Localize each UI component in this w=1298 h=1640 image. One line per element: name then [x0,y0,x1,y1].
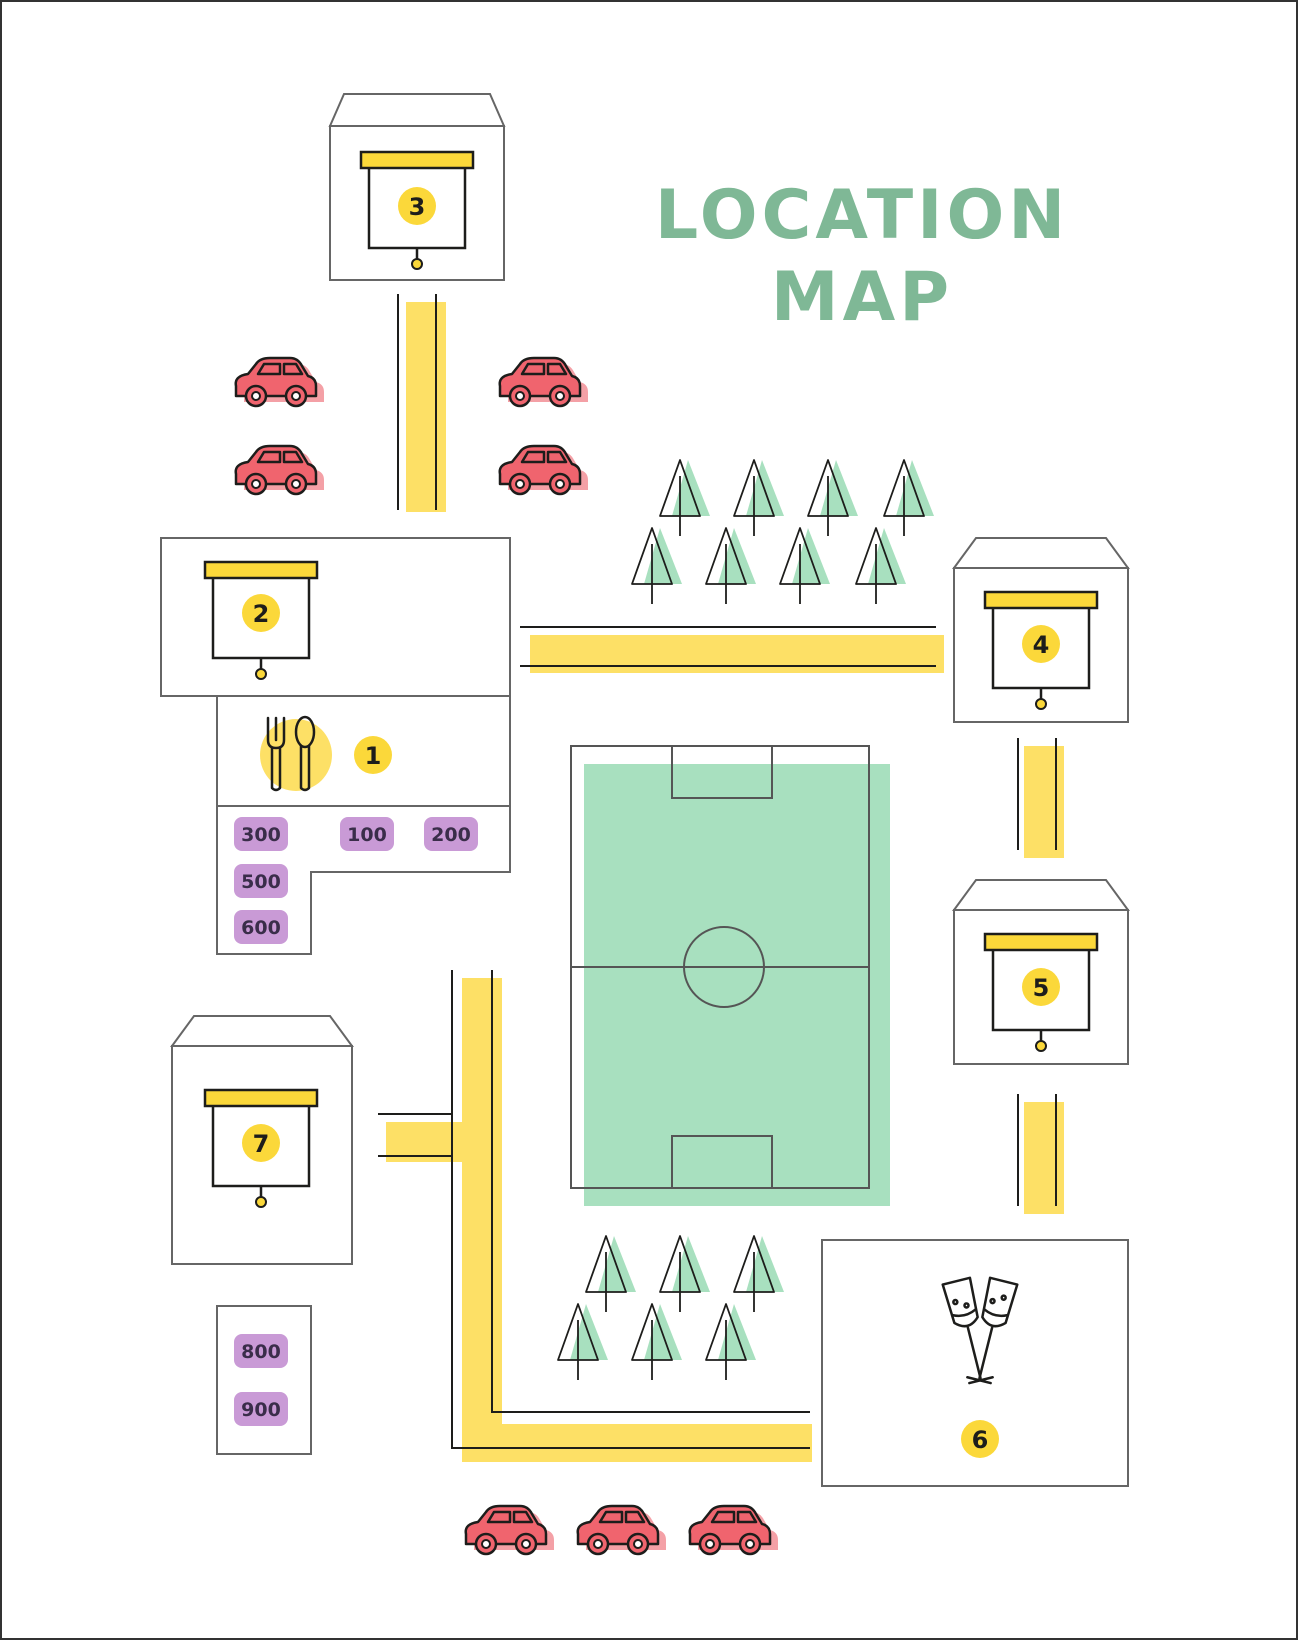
location-number: 2 [253,600,270,628]
svg-text:100: 100 [347,824,387,846]
location-number: 3 [409,193,426,221]
number-circle [398,187,436,225]
map-title: LOCATION MAP [655,176,1069,337]
title-line-2: MAP [771,258,953,337]
building-7[interactable]: 7 [170,1015,354,1265]
room-badge: 900 [234,1392,288,1426]
parking-bottom [464,1504,780,1556]
room-badge: 500 [234,864,288,898]
building-3[interactable]: 3 [328,93,506,281]
number-circle [961,1420,999,1458]
number-circle [354,736,392,774]
building-4[interactable]: 4 [952,537,1130,723]
location-number: 7 [253,1130,270,1158]
number-circle [242,1124,280,1162]
location-number: 5 [1033,974,1050,1002]
number-circle [1022,625,1060,663]
location-number: 4 [1033,631,1050,659]
room-badge-group-b: 800 900 [216,1305,312,1455]
room-badge: 200 [424,817,478,851]
cutlery-icon [266,715,316,792]
room-badge: 100 [340,817,394,851]
svg-text:200: 200 [431,824,471,846]
svg-text:800: 800 [241,1341,281,1363]
building-2[interactable]: 2 [160,537,511,697]
building-5[interactable]: 5 [952,879,1130,1065]
title-line-1: LOCATION [655,176,1069,255]
svg-text:900: 900 [241,1399,281,1421]
room-badge: 600 [234,910,288,944]
building-6-bar[interactable]: 6 [821,1239,1129,1487]
svg-text:300: 300 [241,824,281,846]
number-circle [242,594,280,632]
location-number: 1 [365,742,382,770]
room-badge: 800 [234,1334,288,1368]
football-field [570,745,890,1206]
building-1-restaurant[interactable]: 1 300 100 200 500 600 [216,695,511,955]
svg-text:600: 600 [241,917,281,939]
location-number: 6 [972,1426,989,1454]
champagne-glasses-icon [941,1276,1019,1385]
room-badge: 300 [234,817,288,851]
svg-text:500: 500 [241,871,281,893]
number-circle [1022,968,1060,1006]
roads [378,294,1064,1462]
